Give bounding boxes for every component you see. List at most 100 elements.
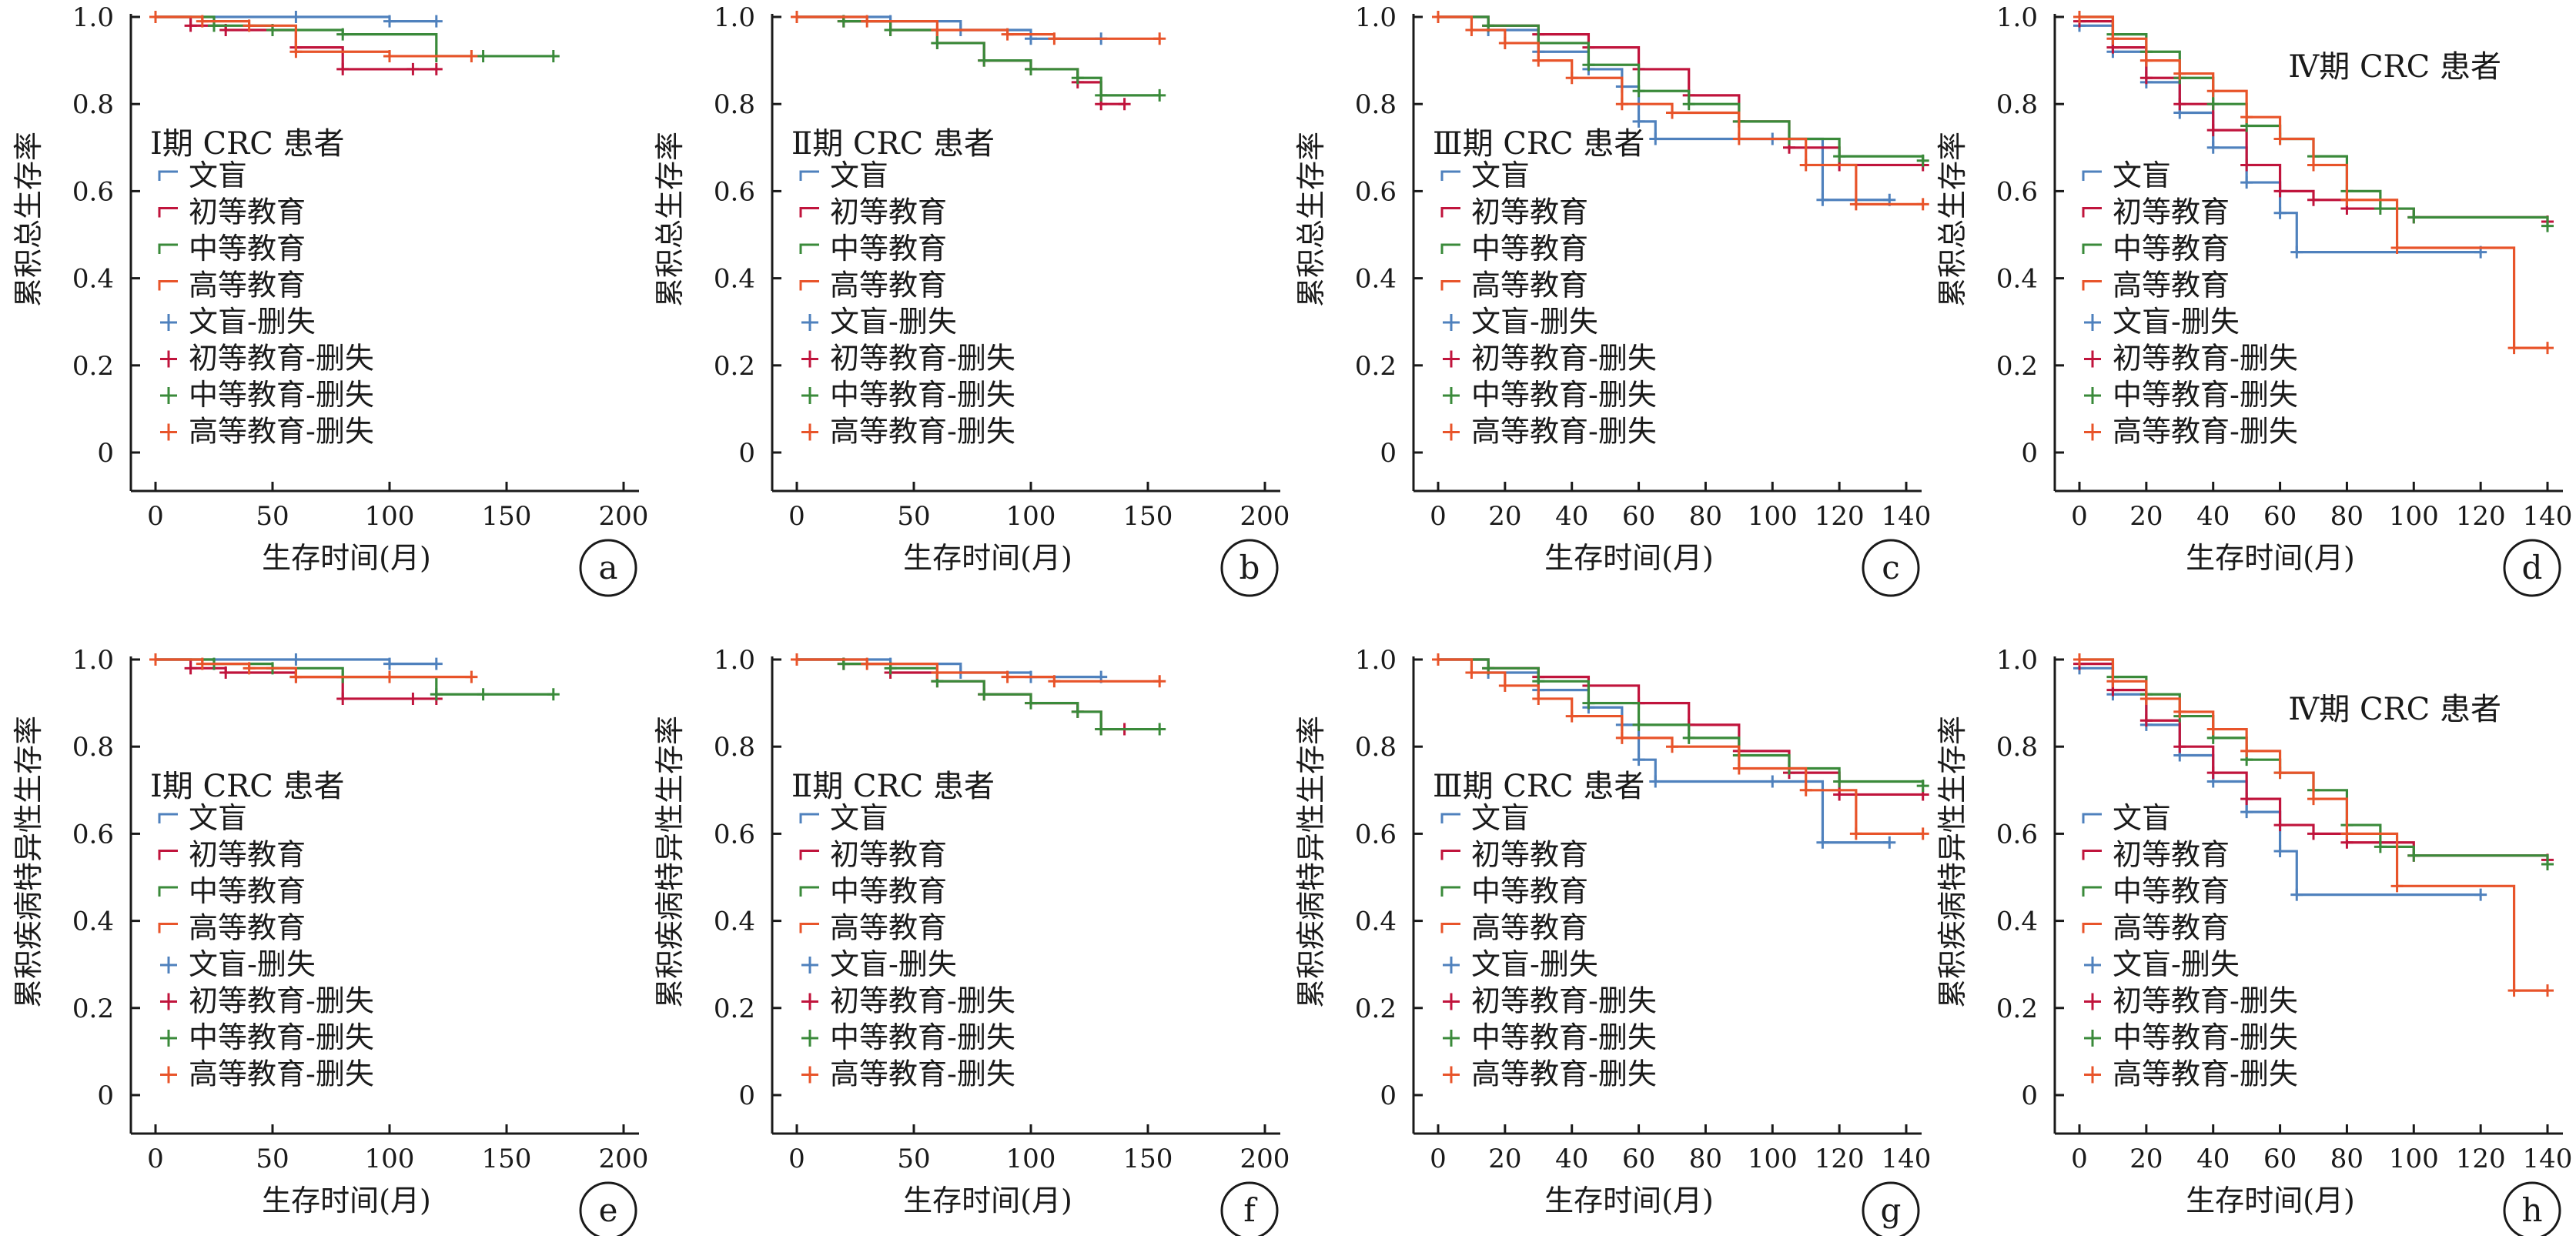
legend-label: 中等教育-删失 (830, 1020, 1015, 1054)
legend-censor-icon (160, 993, 177, 1010)
legend-label: 高等教育 (1471, 911, 1588, 945)
panel-f: 0 0.2 0.4 0.6 0.8 1.0 0 50 100 150 200 生存时间(月) 累积疾病特… (653, 645, 1290, 1239)
censor-mark (2541, 342, 2554, 355)
series-line-中等教育 (1438, 658, 1925, 786)
y-tick-label: 0.8 (1355, 89, 1397, 120)
censor-mark (149, 11, 162, 23)
y-tick-label: 0.2 (72, 351, 114, 382)
legend-line-icon (2082, 886, 2102, 897)
x-tick-label: 80 (2330, 501, 2364, 532)
censor-mark (477, 688, 490, 701)
censor-mark (1816, 193, 1829, 206)
legend-label: 初等教育-删失 (189, 342, 374, 376)
legend-label: 高等教育-删失 (189, 415, 374, 449)
y-tick-label: 0.2 (714, 351, 755, 382)
x-tick-label: 0 (788, 1144, 805, 1174)
censor-mark (1682, 731, 1695, 744)
x-tick-label: 200 (599, 1144, 649, 1174)
censor-mark (184, 19, 197, 32)
legend-label: 中等教育-删失 (1471, 378, 1657, 412)
censor-mark (289, 45, 303, 58)
censor-mark (1498, 679, 1511, 692)
censor-mark (2474, 888, 2487, 901)
legend-line-icon (2082, 243, 2102, 254)
legend-label: 中等教育 (189, 874, 306, 908)
censor-mark (1153, 32, 1166, 45)
legend-line-icon (158, 850, 178, 860)
legend-line-icon (1440, 243, 1460, 254)
panel-label: e (599, 1191, 618, 1229)
y-tick-label: 0.6 (714, 176, 755, 207)
censor-mark (336, 692, 350, 705)
panel-label: g (1881, 1191, 1902, 1229)
legend-censor-icon (801, 387, 818, 404)
censor-mark (465, 49, 478, 62)
x-tick-label: 150 (482, 501, 532, 532)
censor-mark (2206, 124, 2220, 137)
censor-mark (2173, 98, 2186, 111)
panel-c: 0 0.2 0.4 0.6 0.8 1.0 0 20 40 60 80 100 120 140 生存时间(月… (1294, 2, 1932, 597)
legend-label: 高等教育-删失 (2113, 415, 2298, 449)
y-tick-label: 0.4 (714, 907, 755, 937)
x-axis-label: 生存时间(月) (903, 541, 1072, 575)
censor-mark (2206, 98, 2220, 111)
x-tick-label: 0 (147, 501, 164, 532)
censor-mark (289, 670, 303, 683)
legend-label: 中等教育-删失 (2113, 378, 2298, 412)
legend-line-icon (158, 923, 178, 933)
censor-mark (196, 15, 209, 28)
censor-mark (1833, 775, 1846, 788)
censor-mark (2206, 766, 2220, 780)
censor-mark (1432, 653, 1444, 666)
legend-censor-icon (160, 1066, 177, 1084)
censor-mark (1153, 675, 1166, 688)
x-tick-label: 40 (1555, 501, 1588, 532)
legend-label: 文盲 (189, 159, 247, 192)
legend-line-icon (799, 886, 819, 897)
censor-mark (1649, 775, 1662, 788)
y-tick-label: 1.0 (1355, 645, 1397, 676)
legend-label: 高等教育-删失 (2113, 1057, 2298, 1091)
censor-mark (2206, 85, 2220, 98)
censor-mark (931, 23, 944, 36)
y-tick-label: 0.2 (714, 994, 755, 1024)
panel-title: Ⅲ期 CRC 患者 (1433, 769, 1644, 804)
censor-mark (2073, 11, 2086, 23)
panel-title: Ⅱ期 CRC 患者 (791, 769, 995, 804)
y-tick-label: 0.6 (714, 819, 755, 850)
censor-mark (2407, 211, 2420, 224)
legend-label: 文盲 (830, 801, 888, 835)
censor-mark (1799, 159, 1812, 172)
legend-label: 高等教育 (189, 269, 306, 302)
y-axis-label: 累积疾病特异性生存率 (1935, 716, 1969, 1008)
legend-line-icon (2082, 280, 2102, 291)
legend-label: 文盲-删失 (1471, 305, 1598, 339)
legend-label: 高等教育 (189, 911, 306, 945)
y-tick-label: 0.4 (1355, 907, 1397, 937)
series-line-中等教育 (1438, 15, 1925, 161)
censor-mark (1071, 72, 1084, 85)
legend-censor-icon (2084, 314, 2101, 331)
legend-censor-icon (2084, 957, 2101, 974)
censor-mark (1682, 98, 1695, 111)
legend-censor-icon (1443, 387, 1460, 404)
x-tick-label: 50 (897, 1144, 930, 1174)
censor-mark (289, 653, 303, 666)
censor-mark (1071, 705, 1084, 718)
censor-mark (1095, 88, 1108, 102)
censor-mark (547, 49, 560, 62)
legend-label: 初等教育 (189, 838, 306, 872)
x-tick-label: 0 (2071, 501, 2088, 532)
legend-label: 初等教育-删失 (830, 342, 1015, 376)
censor-mark (430, 688, 443, 701)
legend-censor-icon (1443, 423, 1460, 441)
censor-mark (2307, 793, 2320, 806)
legend-label: 高等教育-删失 (1471, 1057, 1657, 1091)
legend-label: 初等教育-删失 (1471, 984, 1657, 1018)
x-tick-label: 140 (1882, 501, 1932, 532)
legend-line-icon (158, 886, 178, 897)
censor-mark (1799, 783, 1812, 796)
y-tick-label: 0.6 (72, 819, 114, 850)
series-line-中等教育 (156, 15, 554, 58)
